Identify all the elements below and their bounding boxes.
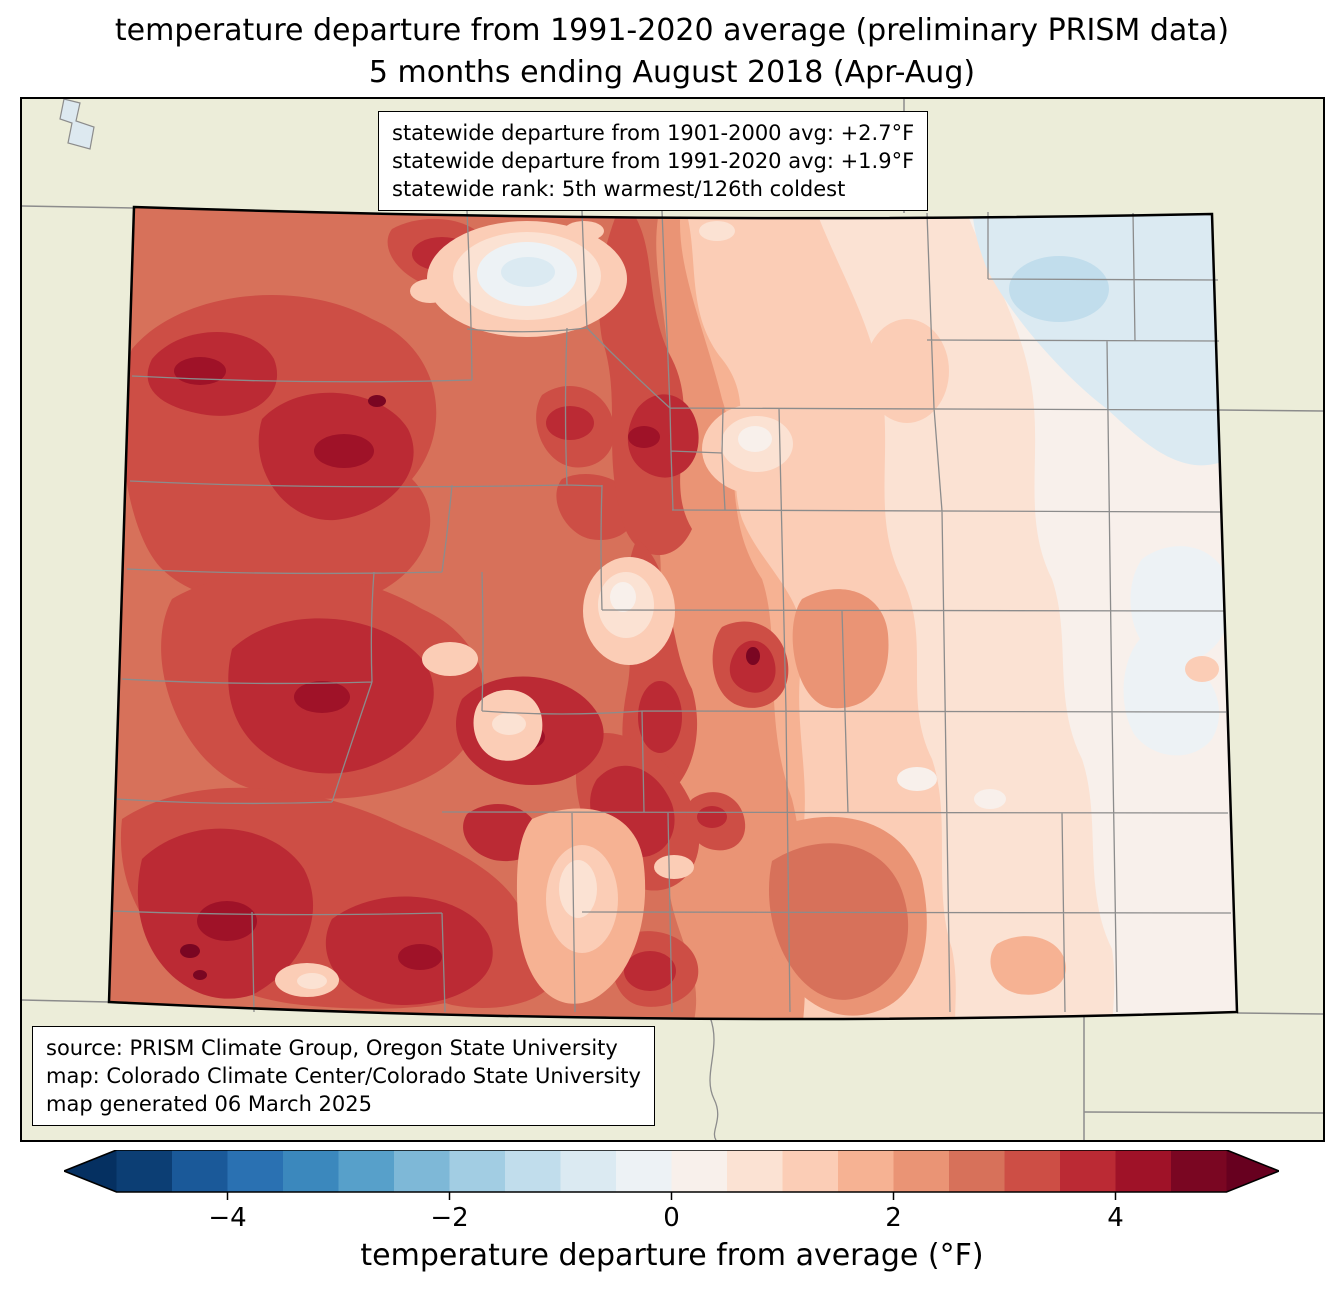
colorbar-under-arrow [64, 1150, 117, 1192]
colorbar-tick-labels: −4 −2 0 2 4 [208, 1203, 1123, 1233]
source-credit-box: source: PRISM Climate Group, Oregon Stat… [32, 1026, 655, 1126]
colorbar-segment [616, 1150, 672, 1192]
statewide-stats-box: statewide departure from 1901-2000 avg: … [378, 111, 929, 211]
tick-label-neg2: −2 [430, 1203, 468, 1233]
colorbar-segment [1004, 1150, 1061, 1192]
stats-line-rank: statewide rank: 5th warmest/126th coldes… [392, 177, 846, 201]
colorbar-tick-marks [226, 1192, 1117, 1200]
extreme-hot-specks [180, 395, 760, 980]
colorbar-segment [227, 1150, 284, 1192]
colorbar-svg: −4 −2 0 2 4 [61, 1149, 1282, 1233]
colorbar-segment [283, 1150, 339, 1192]
colorbar-segment [782, 1150, 839, 1192]
temperature-fill-regions [109, 207, 1237, 1020]
generated-date-line: map generated 06 March 2025 [46, 1092, 373, 1116]
colorbar: −4 −2 0 2 4 [61, 1149, 1282, 1236]
source-line: source: PRISM Climate Group, Oregon Stat… [46, 1036, 618, 1060]
map-credit-line: map: Colorado Climate Center/Colorado St… [46, 1064, 641, 1088]
stats-line-1991: statewide departure from 1991-2020 avg: … [392, 149, 915, 173]
tick-label-4: 4 [1107, 1203, 1124, 1233]
neighbor-state-borders [22, 99, 1323, 1140]
colorado-state-border [107, 205, 1239, 1021]
colorbar-over-arrow [1226, 1150, 1279, 1192]
colorbar-segment [949, 1150, 1005, 1192]
colorbar-segment [838, 1150, 894, 1192]
plains-warm-blobs [748, 319, 1219, 1016]
colorbar-segment [116, 1150, 173, 1192]
tick-label-0: 0 [663, 1203, 680, 1233]
county-boundaries [111, 210, 1232, 1013]
colorbar-segment [727, 1150, 783, 1192]
valley-mild-pockets [275, 221, 1006, 1004]
colorbar-segment [172, 1150, 228, 1192]
stats-line-1901: statewide departure from 1901-2000 avg: … [392, 121, 915, 145]
page-title-line2: 5 months ending August 2018 (Apr-Aug) [368, 55, 976, 90]
tick-label-neg4: −4 [208, 1203, 246, 1233]
page-title-line1: temperature departure from 1991-2020 ave… [114, 13, 1230, 48]
colorbar-segment [671, 1150, 728, 1192]
tick-label-2: 2 [885, 1203, 902, 1233]
river-line [709, 1016, 719, 1140]
colorbar-segment [505, 1150, 561, 1192]
colorbar-segment [394, 1150, 450, 1192]
map-area: statewide departure from 1901-2000 avg: … [20, 97, 1325, 1142]
colorbar-segment [1115, 1150, 1172, 1192]
colorbar-segment [1060, 1150, 1116, 1192]
northeast-cool-region [972, 207, 1229, 466]
colorbar-segment [560, 1150, 617, 1192]
colorbar-axis-label: temperature departure from average (°F) [360, 1238, 984, 1273]
reservoir-outline [59, 99, 95, 150]
colorbar-segment [1171, 1150, 1227, 1192]
colorbar-segment [338, 1150, 395, 1192]
colorado-anomaly-map [22, 99, 1323, 1140]
colorbar-segment [893, 1150, 950, 1192]
colorbar-segment [449, 1150, 506, 1192]
